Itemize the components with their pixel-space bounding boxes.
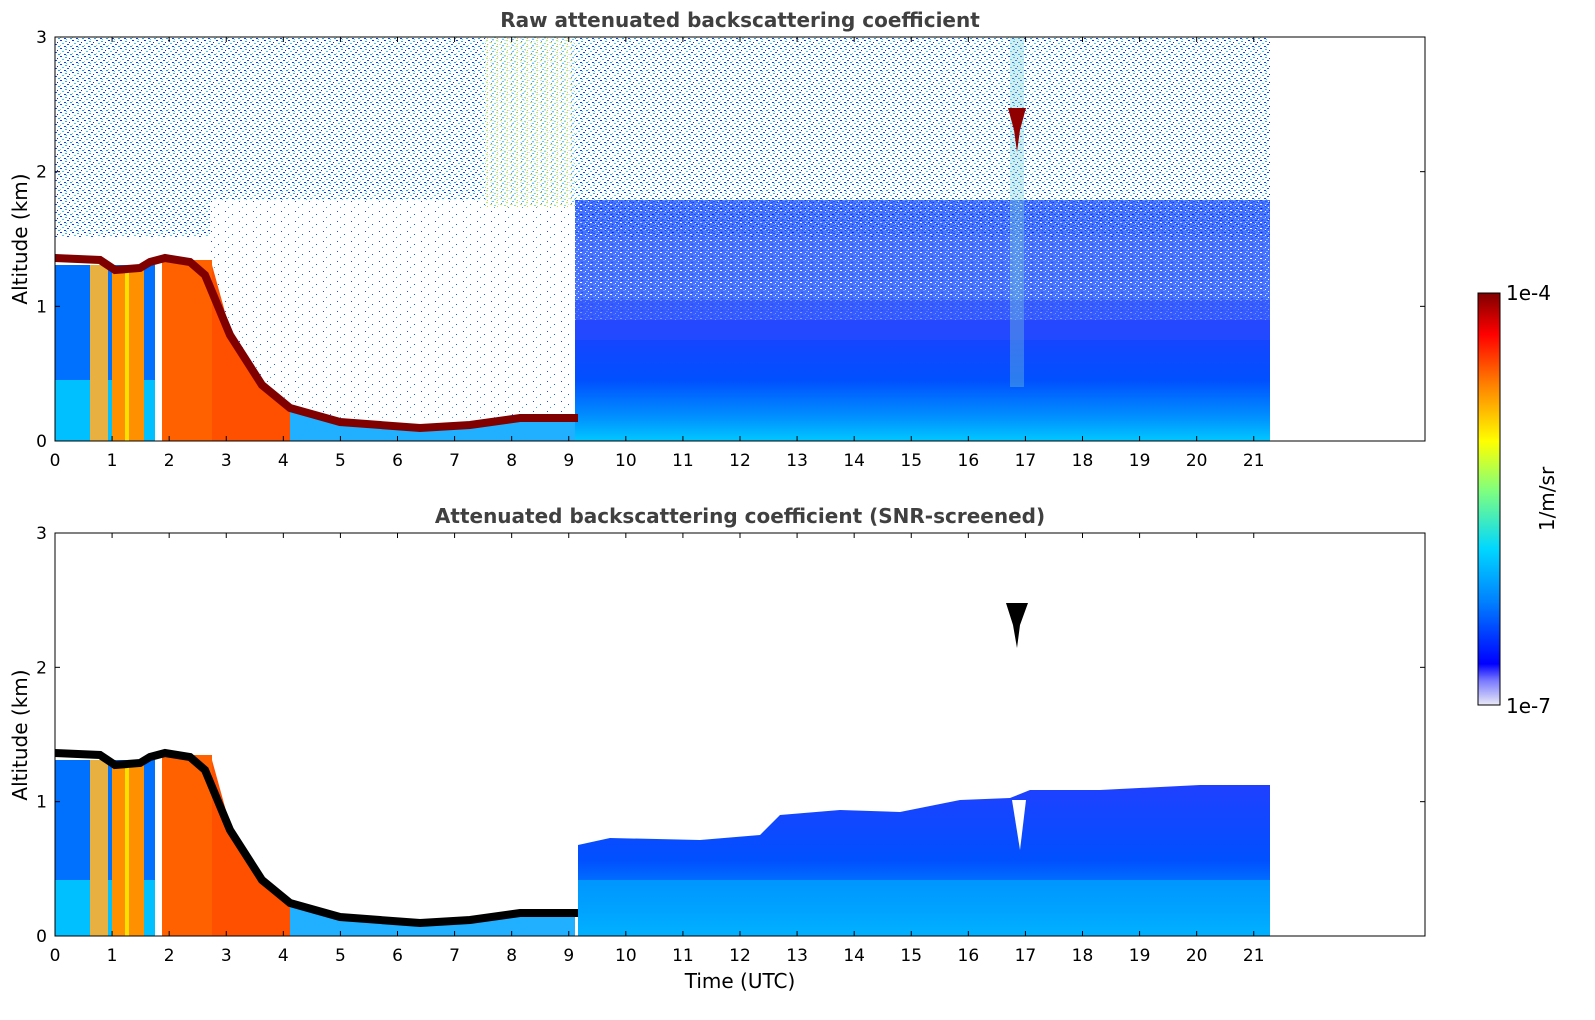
raw-column-1 <box>90 265 108 441</box>
screened-xtick-label: 14 <box>843 946 865 966</box>
raw-ytick-label: 0 <box>36 432 47 452</box>
colorbar: 1e-4 1e-7 1/m/sr <box>1477 281 1559 718</box>
screened-column-3 <box>125 765 129 936</box>
raw-xtick-label: 15 <box>900 451 922 471</box>
colorbar-label: 1/m/sr <box>1535 466 1559 531</box>
raw-column-3 <box>125 270 129 441</box>
raw-xtick-label: 5 <box>335 451 346 471</box>
raw-afternoon-low <box>575 320 1270 441</box>
raw-xtick-label: 13 <box>786 451 808 471</box>
colorbar-max-label: 1e-4 <box>1506 281 1551 305</box>
raw-green-band <box>485 37 575 207</box>
screened-xtick-label: 6 <box>392 946 403 966</box>
raw-vertical-streak <box>1010 37 1024 387</box>
raw-xtick-label: 10 <box>615 451 637 471</box>
panel-raw-heatmap <box>54 37 1270 441</box>
raw-xtick-label: 14 <box>843 451 865 471</box>
raw-ytick-label: 1 <box>36 297 47 317</box>
raw-ytick-label: 2 <box>36 163 47 183</box>
panel-screened: Attenuated backscattering coefficient (S… <box>8 504 1426 993</box>
raw-xtick-label: 7 <box>449 451 460 471</box>
screened-ytick-label: 0 <box>36 927 47 947</box>
raw-xtick-label: 1 <box>107 451 118 471</box>
screened-xtick-label: 16 <box>958 946 980 966</box>
panel-raw-ylabel: Altitude (km) <box>8 173 32 304</box>
screened-xtick-label: 4 <box>278 946 289 966</box>
panel-screened-xlabel: Time (UTC) <box>684 969 796 993</box>
screened-ytick-label: 3 <box>36 524 47 544</box>
screened-elevated-feature <box>1006 603 1028 648</box>
raw-xtick-label: 18 <box>1072 451 1094 471</box>
panel-raw: Raw attenuated backscattering coefficien… <box>8 8 1426 471</box>
screened-gap <box>1012 800 1026 850</box>
raw-descent-fill-cool <box>290 405 575 441</box>
screened-descent-fill-cool <box>290 900 575 936</box>
screened-xtick-label: 12 <box>729 946 751 966</box>
screened-column-4 <box>162 755 212 936</box>
screened-xtick-label: 15 <box>900 946 922 966</box>
screened-xtick-label: 9 <box>563 946 574 966</box>
colorbar-gradient <box>1477 292 1501 706</box>
raw-xtick-label: 16 <box>958 451 980 471</box>
screened-xtick-label: 17 <box>1015 946 1037 966</box>
screened-xtick-label: 0 <box>50 946 61 966</box>
raw-xtick-label: 20 <box>1186 451 1208 471</box>
screened-xtick-label: 21 <box>1243 946 1265 966</box>
screened-xtick-label: 1 <box>107 946 118 966</box>
panel-raw-title: Raw attenuated backscattering coefficien… <box>500 8 980 32</box>
screened-xtick-label: 2 <box>164 946 175 966</box>
raw-xtick-label: 6 <box>392 451 403 471</box>
raw-ytick-label: 3 <box>36 28 47 48</box>
raw-xtick-label: 4 <box>278 451 289 471</box>
raw-xtick-label: 0 <box>50 451 61 471</box>
raw-layer-top <box>54 253 578 433</box>
raw-clear-region <box>210 200 575 420</box>
raw-xtick-label: 21 <box>1243 451 1265 471</box>
screened-xtick-label: 20 <box>1186 946 1208 966</box>
panel-screened-heatmap <box>54 603 1270 936</box>
raw-xtick-label: 9 <box>563 451 574 471</box>
colorbar-min-label: 1e-7 <box>1506 694 1551 718</box>
screened-xtick-label: 13 <box>786 946 808 966</box>
raw-afternoon-mid <box>575 300 1270 340</box>
screened-afternoon-dense <box>578 880 1270 936</box>
panel-screened-title: Attenuated backscattering coefficient (S… <box>435 504 1045 528</box>
screened-xtick-label: 5 <box>335 946 346 966</box>
screened-ytick-label: 2 <box>36 658 47 678</box>
screened-xtick-label: 19 <box>1129 946 1151 966</box>
raw-xtick-label: 3 <box>221 451 232 471</box>
raw-xtick-label: 2 <box>164 451 175 471</box>
raw-xtick-label: 11 <box>672 451 694 471</box>
screened-xtick-label: 10 <box>615 946 637 966</box>
screened-xtick-label: 3 <box>221 946 232 966</box>
screened-xtick-label: 7 <box>449 946 460 966</box>
raw-column-4 <box>162 260 212 441</box>
screened-xtick-label: 8 <box>506 946 517 966</box>
raw-xtick-label: 17 <box>1015 451 1037 471</box>
raw-xtick-label: 19 <box>1129 451 1151 471</box>
screened-layer-top <box>54 748 578 928</box>
screened-xtick-label: 11 <box>672 946 694 966</box>
screened-column-1 <box>90 760 108 936</box>
screened-xtick-label: 18 <box>1072 946 1094 966</box>
raw-xtick-label: 8 <box>506 451 517 471</box>
screened-ytick-label: 1 <box>36 793 47 813</box>
raw-xtick-label: 12 <box>729 451 751 471</box>
raw-elevated-feature <box>1008 108 1026 152</box>
panel-screened-ylabel: Altitude (km) <box>8 669 32 800</box>
